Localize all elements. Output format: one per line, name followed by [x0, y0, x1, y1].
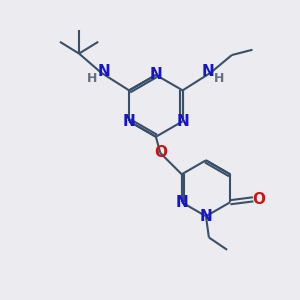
Text: O: O [154, 146, 167, 160]
Text: O: O [252, 192, 265, 207]
Text: N: N [176, 114, 189, 129]
Text: H: H [87, 71, 98, 85]
Text: N: N [98, 64, 110, 79]
Text: N: N [200, 209, 212, 224]
Text: N: N [201, 64, 214, 79]
Text: N: N [149, 68, 162, 82]
Text: N: N [123, 114, 136, 129]
Text: H: H [214, 71, 225, 85]
Text: N: N [175, 195, 188, 210]
